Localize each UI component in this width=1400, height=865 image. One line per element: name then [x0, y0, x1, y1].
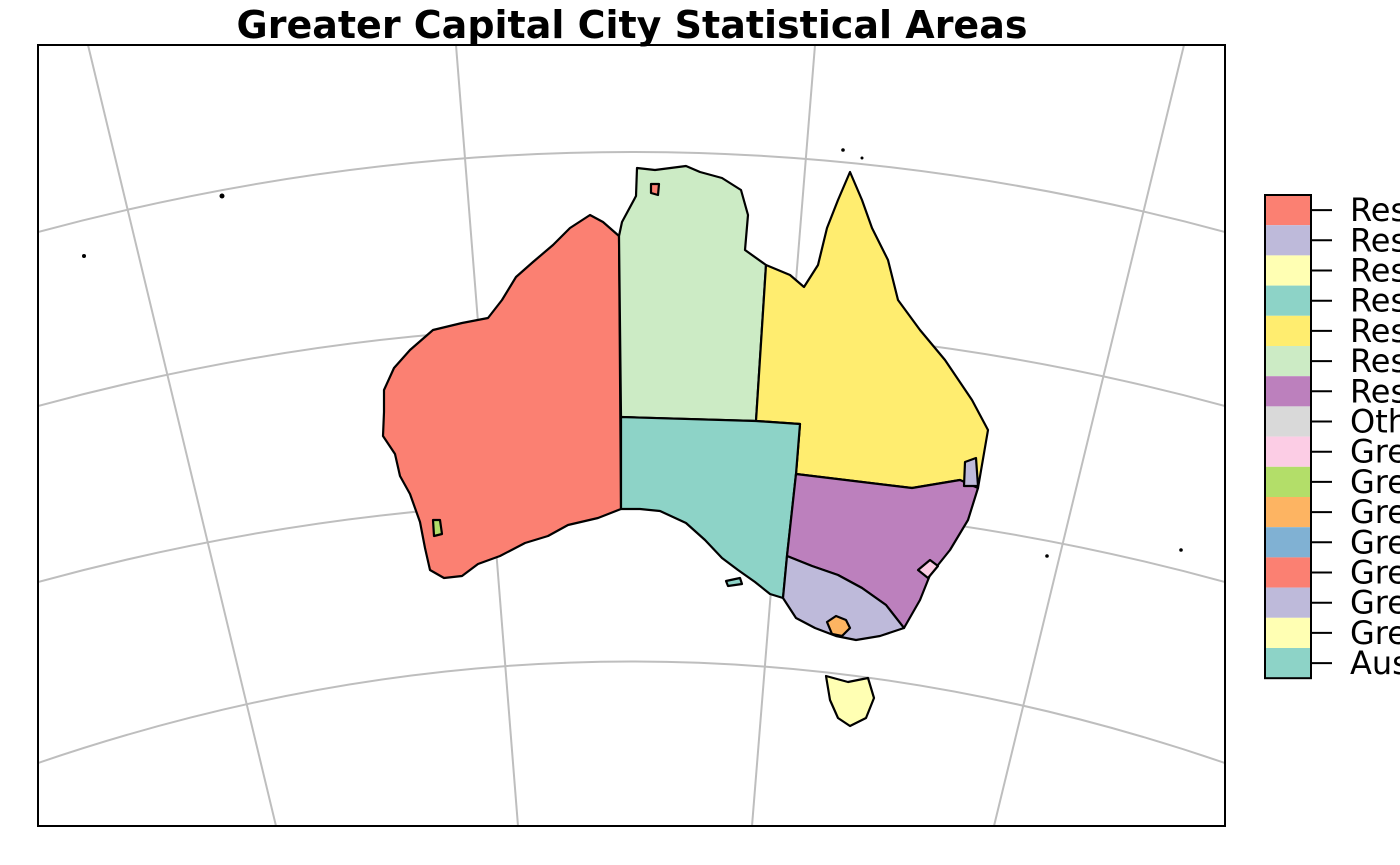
legend-label: Res: [1350, 282, 1400, 320]
legend-swatch: [1265, 315, 1311, 346]
legend-swatch: [1265, 346, 1311, 377]
region-greater-melbourne: [825, 614, 852, 638]
legend-label: Res: [1350, 252, 1400, 290]
legend-label: Res: [1350, 372, 1400, 410]
region-victoria: [781, 554, 906, 642]
legend-label: Res: [1350, 342, 1400, 380]
legend-swatch: [1265, 376, 1311, 407]
island-dot: [860, 156, 864, 160]
island-dot: [841, 148, 845, 152]
island-dot: [1045, 554, 1049, 558]
australia-map: [82, 148, 1183, 728]
legend-label: Res: [1350, 221, 1400, 259]
legend-label: Aus: [1350, 644, 1400, 682]
legend-swatch: [1265, 617, 1311, 648]
legend-swatch: [1265, 648, 1311, 679]
legend-label: Gre: [1350, 523, 1400, 561]
region-south-australia: [619, 415, 802, 600]
legend-label: Gre: [1350, 554, 1400, 592]
legend-label: Gre: [1350, 493, 1400, 531]
region-greater-brisbane: [962, 456, 980, 488]
legend-label: Gre: [1350, 614, 1400, 652]
region-tasmania: [824, 674, 876, 728]
legend-swatch: [1265, 587, 1311, 618]
region-western-australia: [381, 213, 623, 580]
legend-label: Res: [1350, 191, 1400, 229]
legend-swatch: [1265, 406, 1311, 437]
region-kangaroo-island: [724, 576, 744, 588]
map-title: Greater Capital City Statistical Areas: [237, 3, 1028, 47]
legend-swatch: [1265, 527, 1311, 558]
region-northern-territory: [617, 164, 768, 423]
legend-label: Gre: [1350, 433, 1400, 471]
region-greater-darwin: [649, 182, 661, 197]
legend-swatch: [1265, 436, 1311, 467]
island-dot: [82, 254, 86, 258]
map-panel-border: [37, 44, 1226, 827]
legend-border: [1264, 194, 1312, 680]
legend-swatch: [1265, 466, 1311, 497]
legend-swatch: [1265, 557, 1311, 588]
island-dot: [219, 193, 225, 199]
region-greater-sydney: [916, 558, 940, 580]
legend-swatch: [1265, 225, 1311, 256]
legend-swatch: [1265, 497, 1311, 528]
legend-swatch: [1265, 255, 1311, 286]
map-legend: ResResResResResResResOthGreGreGreGreGreG…: [1264, 191, 1400, 682]
legend-swatch: [1265, 195, 1311, 226]
legend-label: Res: [1350, 312, 1400, 350]
island-dot: [1179, 548, 1183, 552]
legend-swatch: [1265, 285, 1311, 316]
region-greater-perth: [431, 518, 444, 538]
legend-label: Gre: [1350, 463, 1400, 501]
legend-label: Gre: [1350, 584, 1400, 622]
legend-label: Oth: [1350, 403, 1400, 441]
